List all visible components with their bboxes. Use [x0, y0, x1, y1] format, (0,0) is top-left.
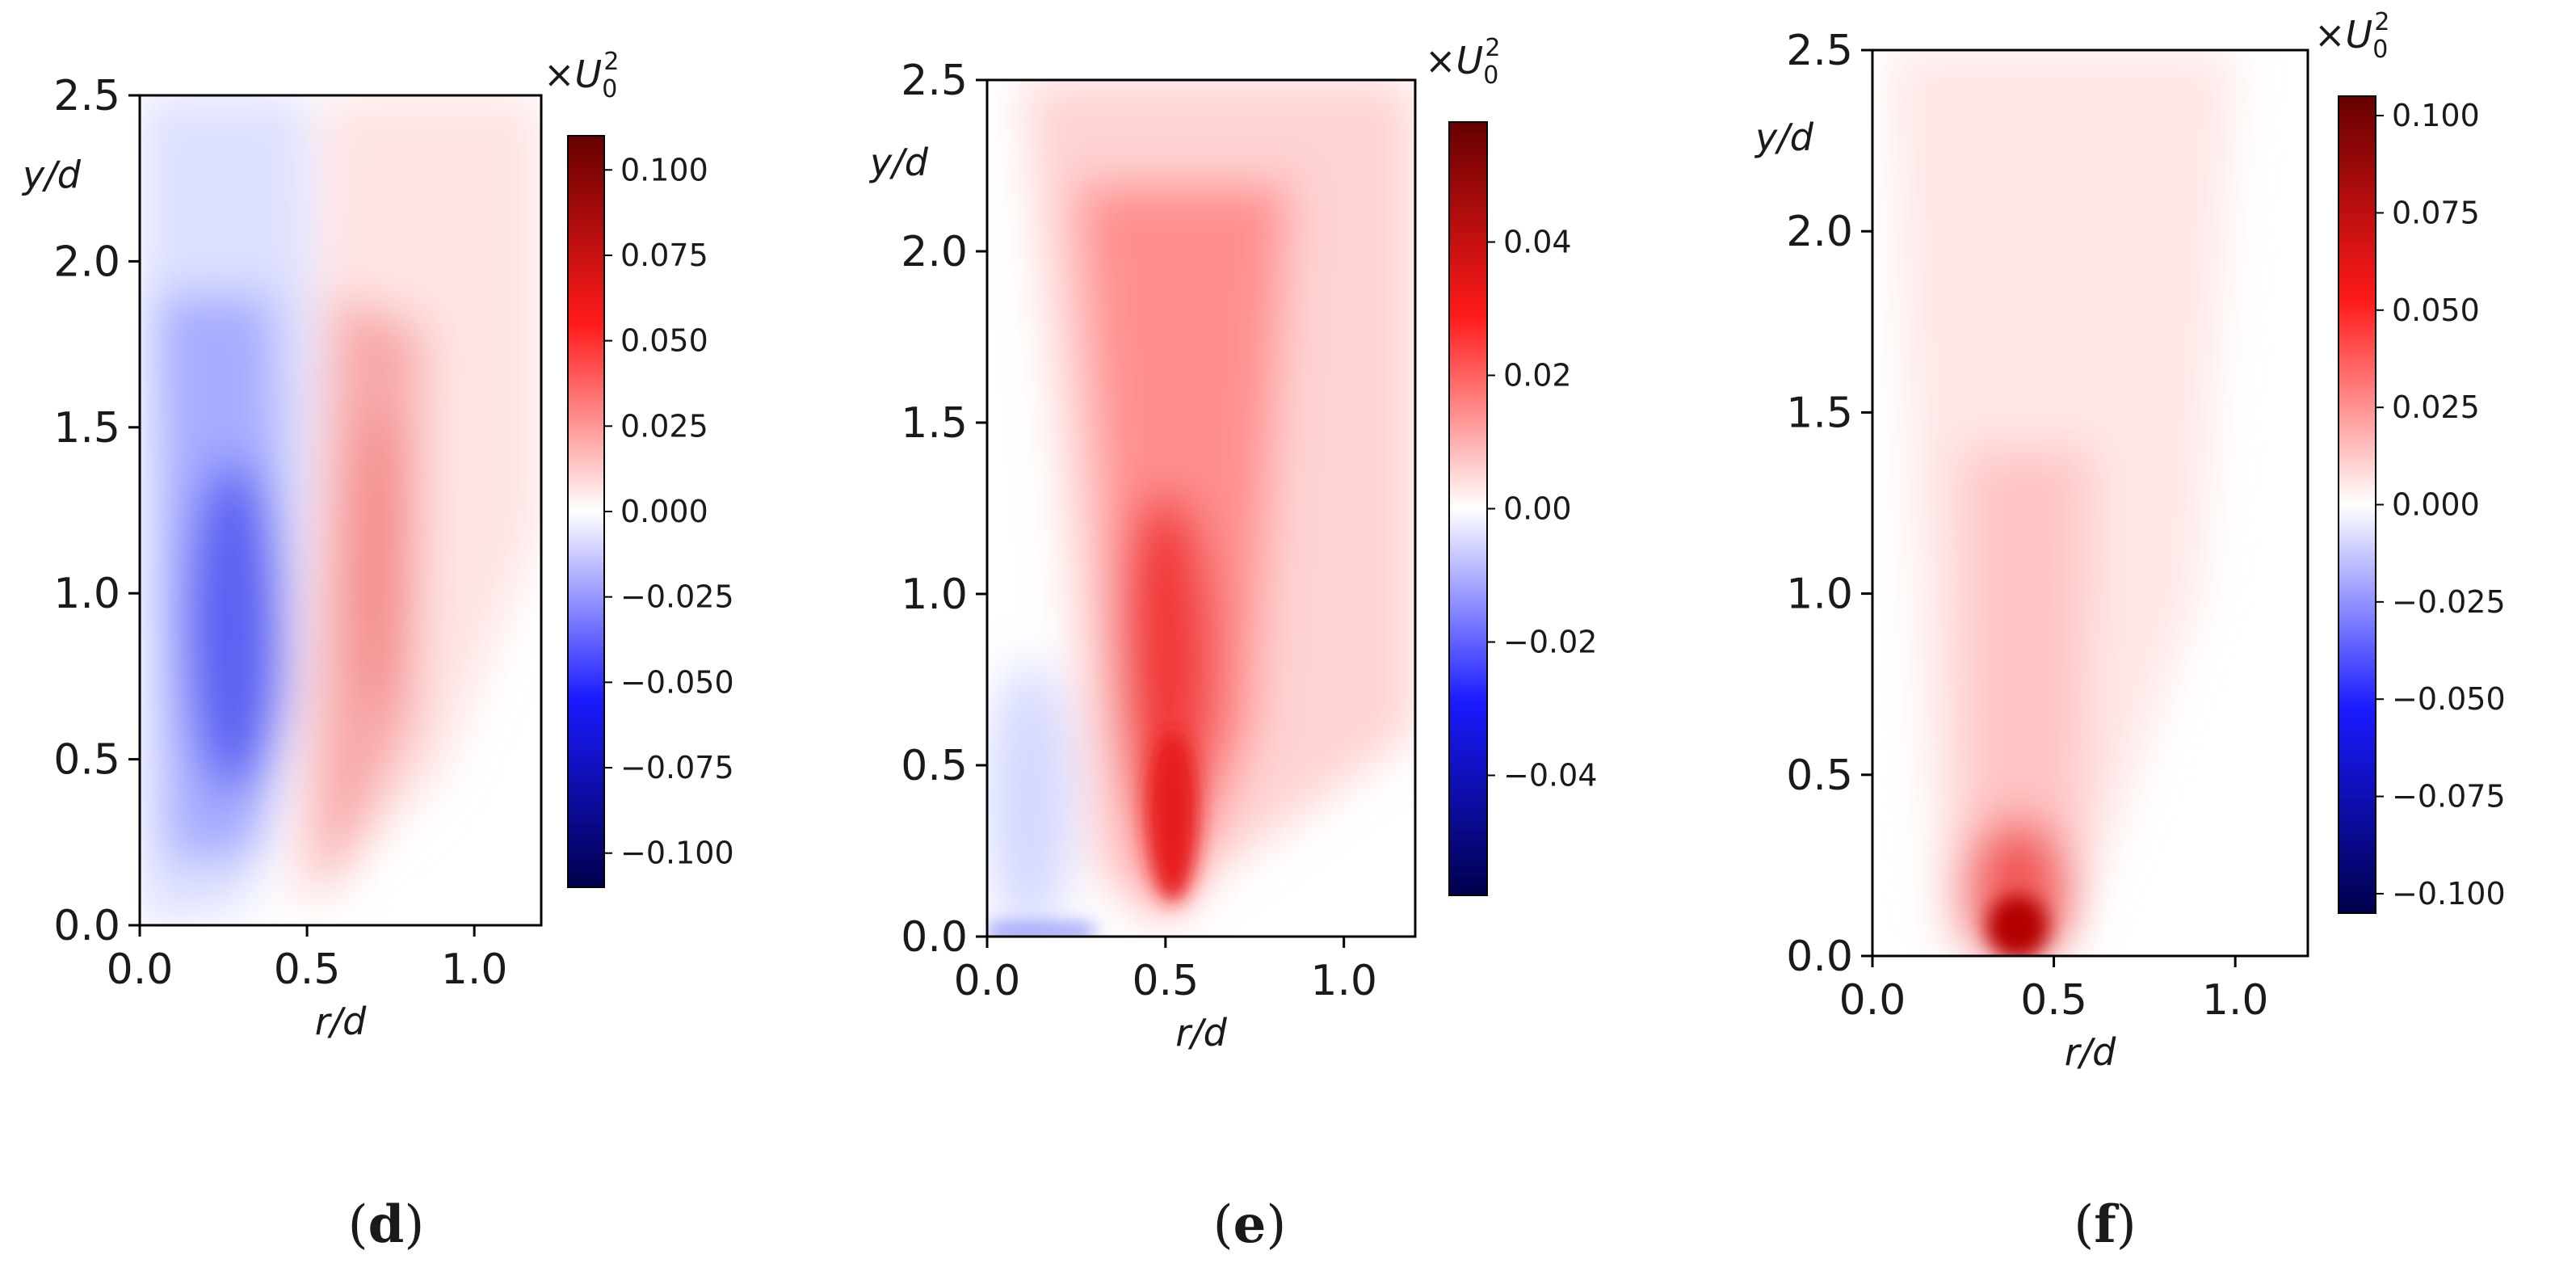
- colorbar-unit-label: ×U02: [1425, 34, 1500, 90]
- colorbar-tick-label: 0.100: [620, 152, 708, 187]
- colorbar: [567, 135, 605, 888]
- positive-lobe-mark: [348, 411, 413, 709]
- panel-e: 0.0 0.5 1.0 1.5 2.0 2.5 0.0 0.5 1.0 y/d r/d −0.04 −0…: [868, 34, 1597, 1255]
- x-tick-label: 1.0: [441, 945, 508, 994]
- y-tick-label: 2.0: [901, 228, 968, 276]
- colorbar-tick-label: 0.050: [2392, 293, 2480, 328]
- y-tick-label: 2.5: [901, 57, 968, 105]
- colorbar-tick-label: 0.025: [620, 408, 708, 444]
- colorbar: [2338, 95, 2376, 914]
- y-axis-label: y/d: [868, 141, 929, 184]
- plot-frame: [985, 78, 1417, 938]
- colorbar-tick-label: 0.02: [1503, 358, 1572, 394]
- colorbar-tick-label: −0.100: [620, 836, 734, 871]
- y-tick-label: 0.0: [1786, 933, 1853, 981]
- colorbar-unit-label: ×U02: [544, 48, 619, 103]
- colorbar-tick-label: 0.100: [2392, 98, 2480, 133]
- x-axis-label: r/d: [1175, 1011, 1227, 1055]
- colorbar-tick-label: −0.02: [1503, 625, 1597, 660]
- colorbar-tick-label: 0.00: [1503, 491, 1572, 527]
- y-tick-label: 2.0: [53, 238, 120, 286]
- colorbar-tick-label: −0.050: [2392, 681, 2506, 717]
- y-tick-label: 0.5: [53, 736, 120, 785]
- colorbar-tick-label: −0.04: [1503, 758, 1597, 794]
- colorbar-tick-label: −0.025: [2392, 584, 2506, 620]
- y-tick-label: 2.5: [53, 72, 120, 120]
- y-axis-label: y/d: [21, 154, 82, 197]
- negative-patch-mark: [987, 662, 1073, 937]
- colorbar-tick-label: 0.025: [2392, 389, 2480, 425]
- negative-lobe-mark: [185, 460, 282, 793]
- x-axis-label: r/d: [2065, 1030, 2116, 1074]
- panel-label: (d): [348, 1194, 425, 1255]
- y-tick-label: 0.0: [901, 913, 968, 962]
- y-tick-label: 0.5: [1786, 752, 1853, 800]
- x-tick-label: 1.0: [2202, 976, 2269, 1025]
- colorbar-tick-label: 0.075: [620, 238, 708, 273]
- heatmap-field: [987, 80, 1415, 937]
- positive-hotspot-mark: [1986, 895, 2049, 956]
- colorbar-tick-label: −0.050: [620, 664, 734, 700]
- plot-frame: [138, 94, 543, 927]
- y-tick-label: 2.0: [1786, 208, 1853, 256]
- x-tick-label: 0.5: [274, 945, 341, 994]
- heatmap-field: [140, 95, 541, 925]
- positive-lobe-mark: [1114, 491, 1217, 834]
- x-tick-label: 1.0: [1310, 957, 1377, 1005]
- colorbar-tick-label: 0.000: [2392, 487, 2480, 523]
- y-tick-label: 0.0: [53, 902, 120, 950]
- colorbar-tick-label: 0.000: [620, 494, 708, 529]
- colorbar-tick-label: −0.100: [2392, 876, 2506, 912]
- x-tick-label: 0.5: [2020, 976, 2087, 1025]
- colorbar-tick-label: 0.04: [1503, 225, 1572, 260]
- colorbar-tick-label: −0.025: [620, 579, 734, 615]
- y-tick-label: 0.5: [901, 742, 968, 790]
- colorbar-tick-label: −0.075: [620, 750, 734, 785]
- panel-f: 0.0 0.5 1.0 1.5 2.0 2.5 0.0 0.5 1.0 y/d r/d −0.100 −…: [1754, 8, 2506, 1255]
- panel-d: 0.0 0.5 1.0 1.5 2.0 2.5 0.0 0.5 1.0 y/d r/d −0.100 −…: [21, 48, 734, 1255]
- x-axis-label: r/d: [315, 1000, 367, 1043]
- x-tick-label: 0.0: [107, 945, 174, 994]
- y-tick-label: 1.5: [1786, 389, 1853, 437]
- y-tick-label: 1.0: [53, 570, 120, 618]
- y-tick-label: 1.5: [901, 399, 968, 448]
- plot-frame: [1871, 48, 2309, 958]
- y-tick-label: 1.0: [901, 571, 968, 619]
- heatmap-field: [1872, 50, 2308, 956]
- x-tick-label: 0.0: [954, 957, 1021, 1005]
- colorbar-unit-label: ×U02: [2314, 8, 2389, 64]
- x-tick-label: 0.0: [1839, 976, 1906, 1025]
- colorbar-tick-label: 0.075: [2392, 195, 2480, 230]
- x-tick-label: 0.5: [1132, 957, 1199, 1005]
- y-tick-label: 2.5: [1786, 27, 1853, 75]
- panel-label: (f): [2074, 1194, 2136, 1255]
- colorbar-tick-label: 0.050: [620, 323, 708, 359]
- y-tick-label: 1.5: [53, 404, 120, 453]
- colorbar: [1448, 121, 1488, 896]
- y-axis-label: y/d: [1754, 116, 1814, 159]
- positive-plume-mark: [1963, 448, 2091, 938]
- panel-label: (e): [1213, 1194, 1287, 1255]
- colorbar-tick-label: −0.075: [2392, 779, 2506, 815]
- y-tick-label: 1.0: [1786, 571, 1853, 619]
